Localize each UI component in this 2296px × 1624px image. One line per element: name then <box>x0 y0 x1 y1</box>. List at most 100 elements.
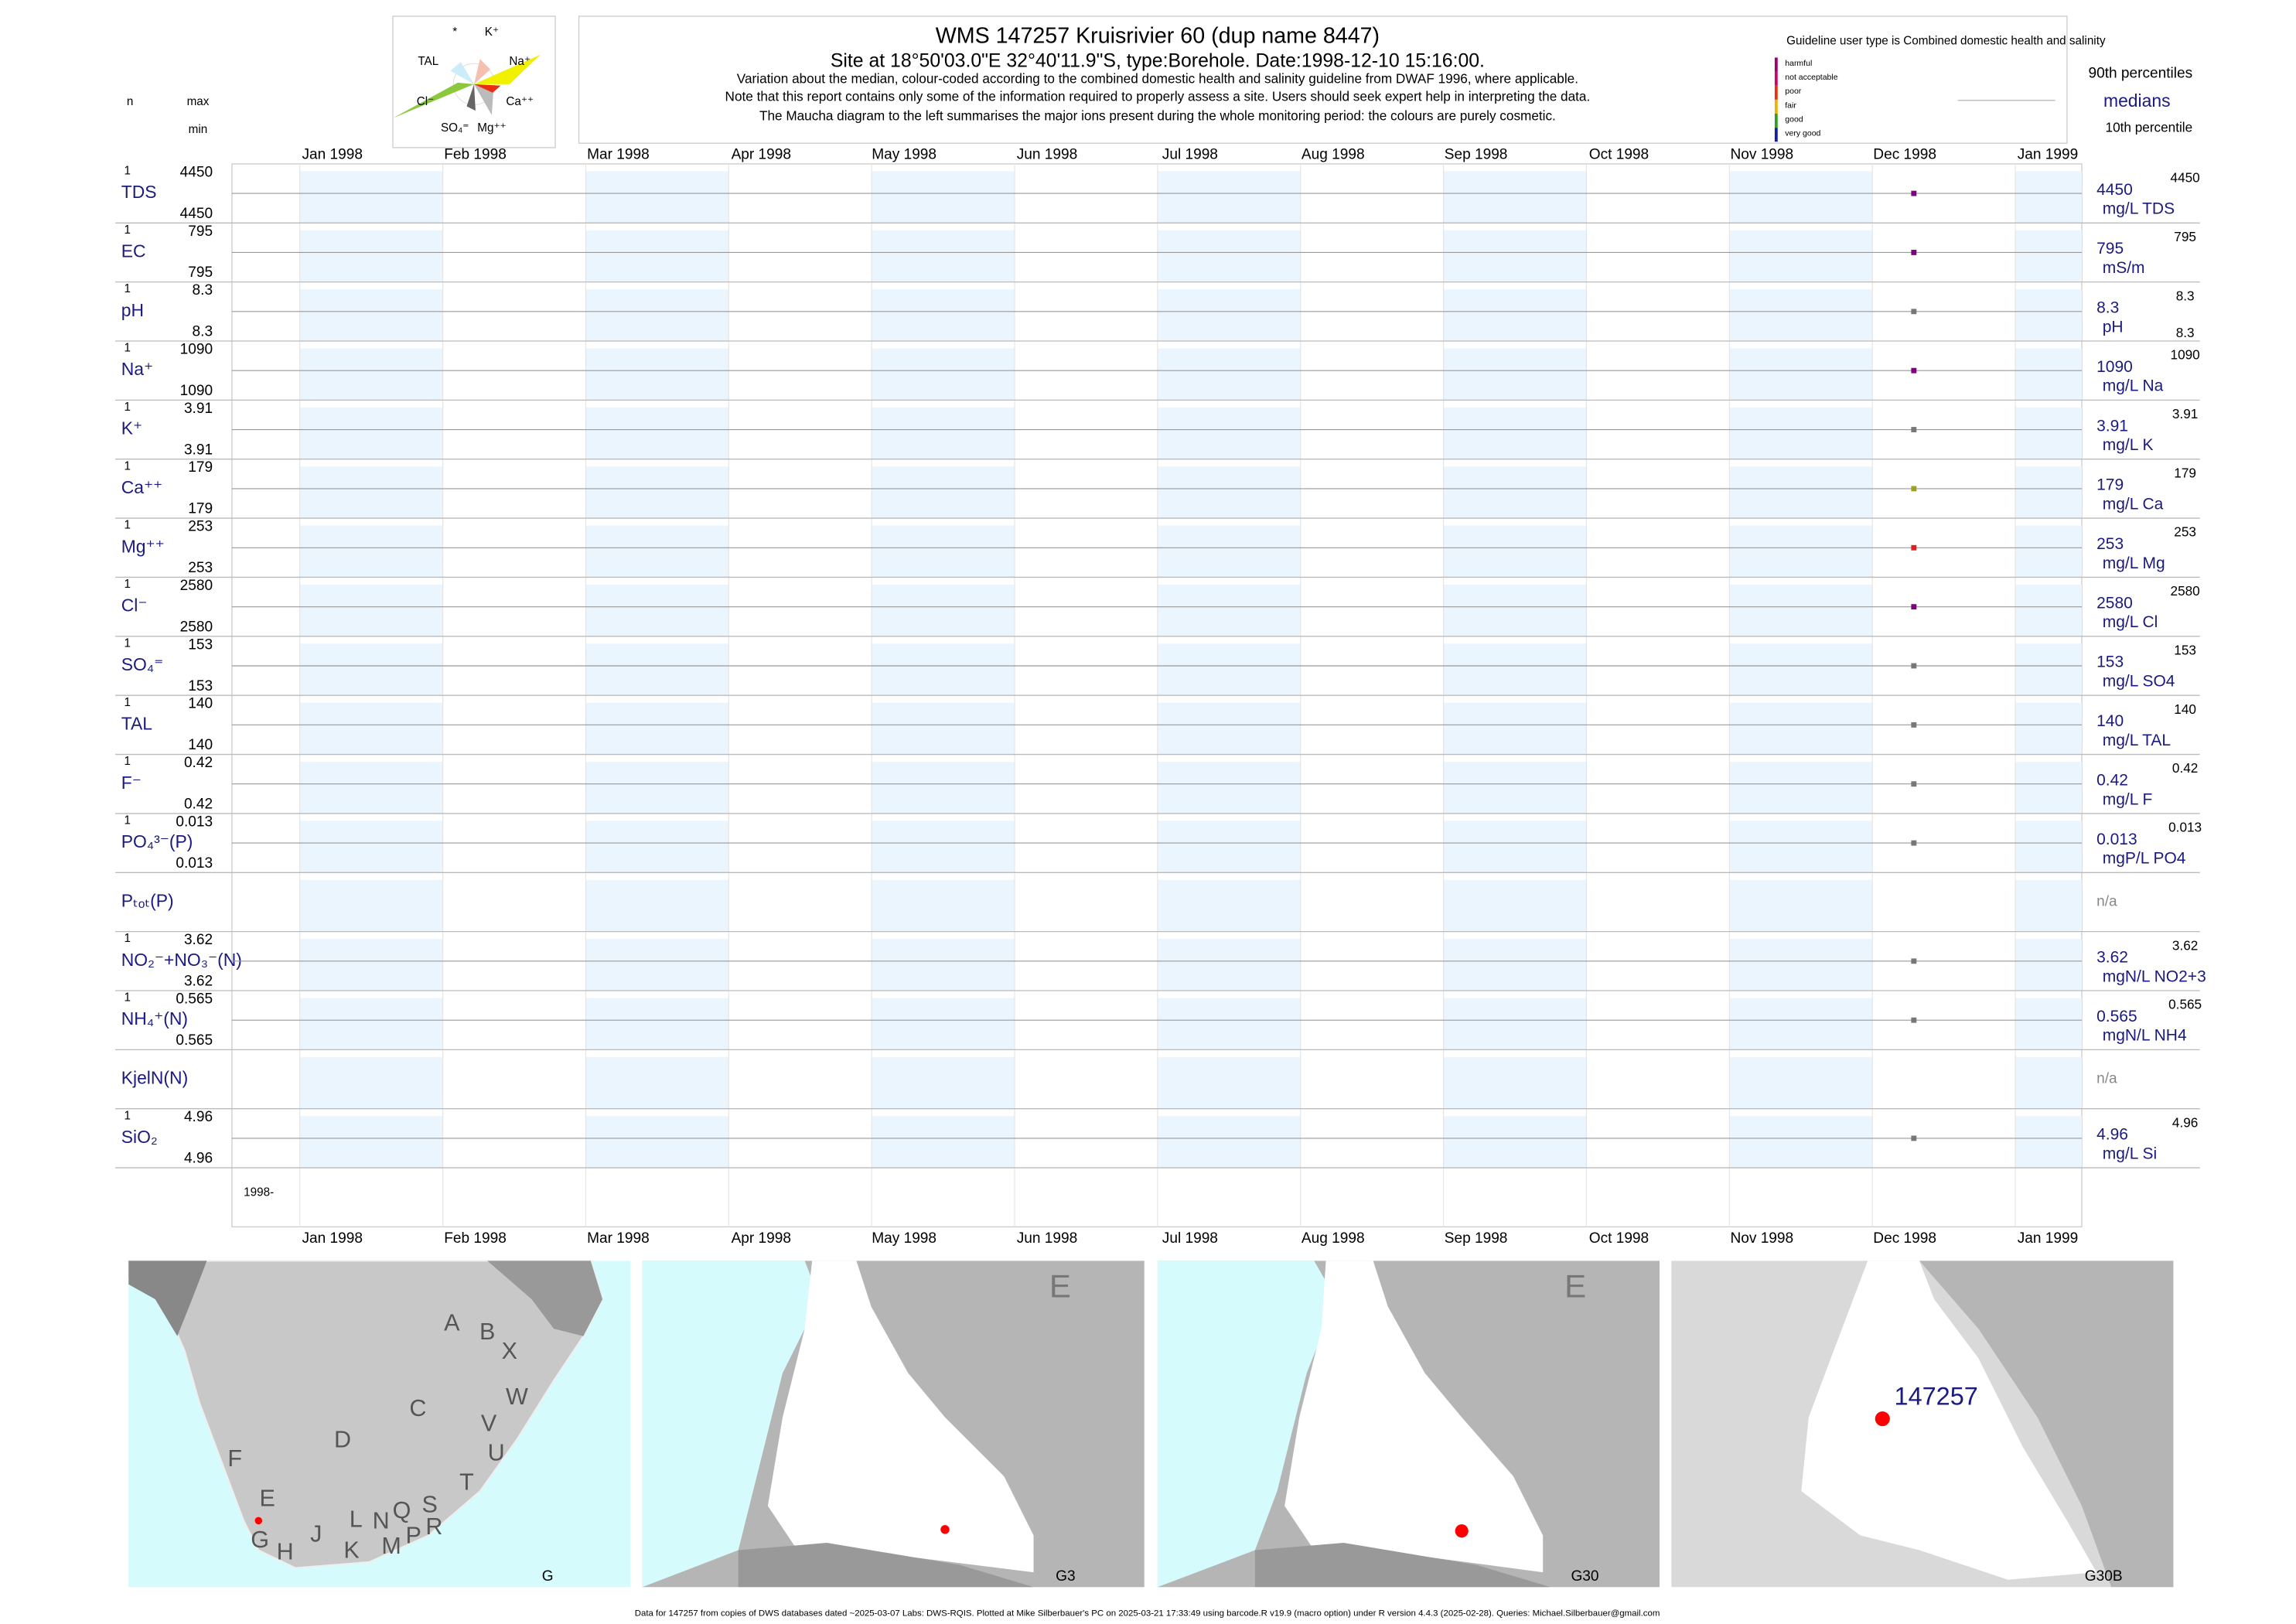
month-label: Mar 1998 <box>587 1230 650 1247</box>
data-point <box>1911 190 1917 196</box>
month-band <box>2015 821 2082 873</box>
month-label: Oct 1998 <box>1589 1230 1649 1247</box>
neighbour <box>487 1261 603 1336</box>
row-label: pH <box>121 300 144 320</box>
month-band <box>2015 879 2082 932</box>
max: 4450 <box>180 164 213 180</box>
unit: mg/L Ca <box>2103 495 2164 513</box>
data-point <box>1911 663 1917 669</box>
n: 1 <box>125 814 131 827</box>
max: 179 <box>188 459 213 476</box>
region-label: A <box>444 1310 460 1336</box>
n: 1 <box>125 991 131 1005</box>
month-band <box>872 998 1015 1050</box>
month-band <box>1157 289 1301 341</box>
month-band <box>299 1116 443 1169</box>
max: 1090 <box>180 342 213 358</box>
min: 253 <box>188 560 213 576</box>
month-label: Sep 1998 <box>1445 1230 1508 1247</box>
month-label: Apr 1998 <box>732 147 791 163</box>
month-band <box>1157 762 1301 814</box>
month-band <box>872 939 1015 991</box>
month-band <box>1729 762 1873 814</box>
month-band <box>1729 585 1873 636</box>
maucha-label: Mg⁺⁺ <box>477 121 506 135</box>
data-point <box>1911 486 1917 492</box>
month-band <box>2015 525 2082 578</box>
land-dark <box>1254 1543 1551 1588</box>
land-dark <box>738 1543 1034 1588</box>
month-band <box>2015 466 2082 519</box>
row-label: F⁻ <box>121 773 142 793</box>
legend-swatch <box>1774 57 1778 72</box>
row-label: Mg⁺⁺ <box>121 536 165 556</box>
n: 1 <box>125 164 131 177</box>
region-label: B <box>479 1319 495 1345</box>
month-label: Jul 1998 <box>1162 147 1218 163</box>
p90: 253 <box>2174 524 2196 540</box>
n: 1 <box>125 519 131 532</box>
month-label: May 1998 <box>872 147 936 163</box>
median-value: 795 <box>2096 240 2124 258</box>
month-band <box>299 466 443 519</box>
p90: 0.013 <box>2168 820 2202 835</box>
timeline-start: 1998- <box>244 1186 274 1199</box>
month-band <box>585 407 729 459</box>
unit: mgP/L PO4 <box>2103 850 2186 868</box>
row-label: EC <box>121 241 146 261</box>
median-value: 0.565 <box>2096 1008 2137 1025</box>
median-value: 153 <box>2096 653 2124 671</box>
month-band <box>1729 348 1873 401</box>
median-value: 179 <box>2096 476 2124 494</box>
p90: 1090 <box>2171 347 2200 363</box>
data-point <box>1911 604 1917 610</box>
month-label: Jan 1999 <box>2018 1230 2079 1247</box>
min: 0.565 <box>176 1032 213 1049</box>
max: 140 <box>188 696 213 712</box>
region-label: C <box>409 1395 426 1421</box>
max: 153 <box>188 636 213 653</box>
legend-label: not acceptable <box>1785 73 1837 82</box>
row-label: NH₄⁺(N) <box>121 1008 188 1029</box>
row-label: KjelN(N) <box>121 1068 188 1088</box>
month-band <box>1729 643 1873 696</box>
row-label: NO₂⁻+NO₃⁻(N) <box>121 950 242 970</box>
p90-label: 90th percentiles <box>2088 66 2192 82</box>
month-band <box>585 762 729 814</box>
month-band <box>1729 289 1873 341</box>
month-band <box>1157 1056 1301 1109</box>
unit: mg/L TAL <box>2103 732 2171 749</box>
month-band <box>585 998 729 1050</box>
month-band <box>585 643 729 696</box>
month-band <box>1157 702 1301 755</box>
legend-label: poor <box>1785 87 1802 96</box>
maucha-label: * <box>452 26 457 39</box>
site-label: 147257 <box>1895 1382 1978 1410</box>
land-dark <box>1919 1261 2174 1588</box>
footer: Data for 147257 from copies of DWS datab… <box>635 1609 1660 1619</box>
month-label: Sep 1998 <box>1445 147 1508 163</box>
month-band <box>585 879 729 932</box>
p90: 4.96 <box>2172 1114 2198 1130</box>
map-panel <box>128 1260 631 1588</box>
data-point <box>1911 1135 1917 1141</box>
min: 2580 <box>180 619 213 635</box>
row-label: Pₜₒₜ(P) <box>121 891 174 911</box>
month-band <box>2015 289 2082 341</box>
month-band <box>299 289 443 341</box>
note: The Maucha diagram to the left summarise… <box>759 107 1556 123</box>
median-value: 0.42 <box>2096 771 2128 789</box>
month-band <box>2015 171 2082 223</box>
month-band <box>872 230 1015 282</box>
median-value: 0.013 <box>2096 831 2137 848</box>
month-band <box>1443 585 1587 636</box>
median-value: 2580 <box>2096 594 2133 612</box>
region-label: M <box>381 1533 401 1559</box>
n: 1 <box>125 932 131 945</box>
min: 3.91 <box>184 442 213 458</box>
map-label: G <box>542 1568 554 1585</box>
region-label: E <box>1049 1268 1071 1305</box>
month-band <box>1729 1116 1873 1169</box>
region-label: W <box>506 1383 528 1410</box>
month-band <box>872 289 1015 341</box>
